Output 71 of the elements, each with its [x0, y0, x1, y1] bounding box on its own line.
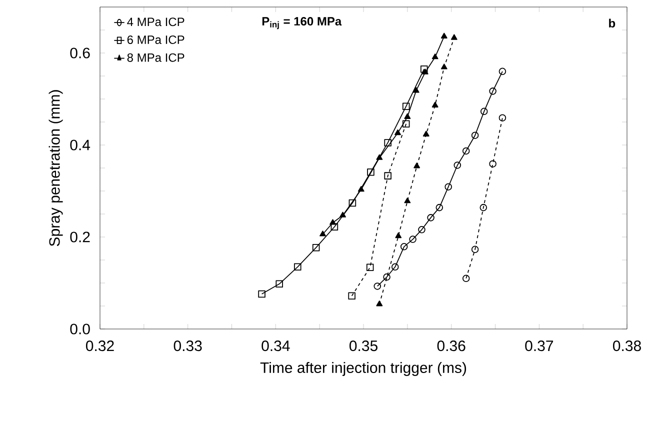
point	[394, 129, 401, 136]
point	[384, 172, 392, 180]
x-tick-label: 0.37	[525, 340, 554, 352]
point	[471, 246, 479, 254]
point	[348, 292, 356, 300]
point	[395, 232, 402, 238]
point	[432, 54, 438, 60]
point	[412, 87, 420, 93]
point	[404, 197, 411, 204]
point	[420, 65, 428, 73]
point	[376, 300, 383, 306]
y-tick-label: 0.4	[70, 140, 90, 150]
x-tick-label: 0.38	[613, 340, 641, 352]
point	[480, 204, 488, 212]
point	[276, 280, 283, 288]
point	[391, 263, 399, 271]
point	[409, 236, 416, 243]
point	[440, 32, 448, 38]
point	[330, 219, 336, 225]
point	[312, 244, 320, 252]
point	[294, 263, 302, 271]
point	[366, 264, 374, 271]
y-tick-label: 0.6	[70, 48, 90, 58]
point	[450, 34, 458, 40]
point	[367, 168, 374, 176]
legend-label: 8 MPa ICP	[127, 53, 184, 62]
point	[432, 102, 438, 108]
legend-label: 4 MPa ICP	[127, 18, 184, 26]
point	[402, 102, 410, 110]
point	[340, 212, 346, 218]
point	[440, 64, 448, 70]
point	[489, 160, 496, 168]
point	[330, 223, 338, 231]
point	[471, 132, 479, 139]
point	[480, 108, 488, 116]
point	[400, 243, 408, 250]
point	[422, 130, 430, 136]
point	[414, 162, 420, 168]
point	[383, 273, 390, 281]
point	[258, 290, 266, 298]
point	[462, 147, 470, 155]
x-tick-label: 0.34	[262, 340, 290, 352]
point	[348, 199, 356, 207]
point	[402, 120, 410, 128]
point	[404, 113, 411, 119]
point	[358, 186, 364, 192]
y-tick-label: 0.0	[70, 324, 90, 334]
x-tick-label: 0.32	[86, 340, 114, 352]
y-tick-label: 0.2	[70, 232, 90, 242]
point	[376, 154, 383, 160]
point	[444, 183, 452, 190]
x-axis-title: Time after injection trigger (ms)	[260, 362, 466, 376]
legend-label: 6 MPa ICP	[127, 35, 184, 44]
point	[320, 230, 326, 236]
point	[489, 88, 496, 95]
x-tick-label: 0.36	[437, 340, 466, 352]
point	[462, 274, 470, 282]
point	[422, 68, 428, 74]
annotation: P$_{inj}$ = 160 MPa	[262, 17, 342, 30]
point	[418, 226, 426, 234]
annotation: b	[609, 18, 616, 28]
point	[384, 139, 392, 146]
point	[427, 214, 434, 222]
point	[454, 162, 462, 169]
y-axis-title: Spray penetration (mm)	[48, 90, 63, 246]
x-tick-label: 0.35	[350, 340, 378, 352]
point	[374, 282, 382, 290]
point	[498, 114, 506, 122]
point	[436, 204, 444, 212]
x-tick-label: 0.33	[174, 340, 202, 352]
point	[498, 68, 506, 76]
